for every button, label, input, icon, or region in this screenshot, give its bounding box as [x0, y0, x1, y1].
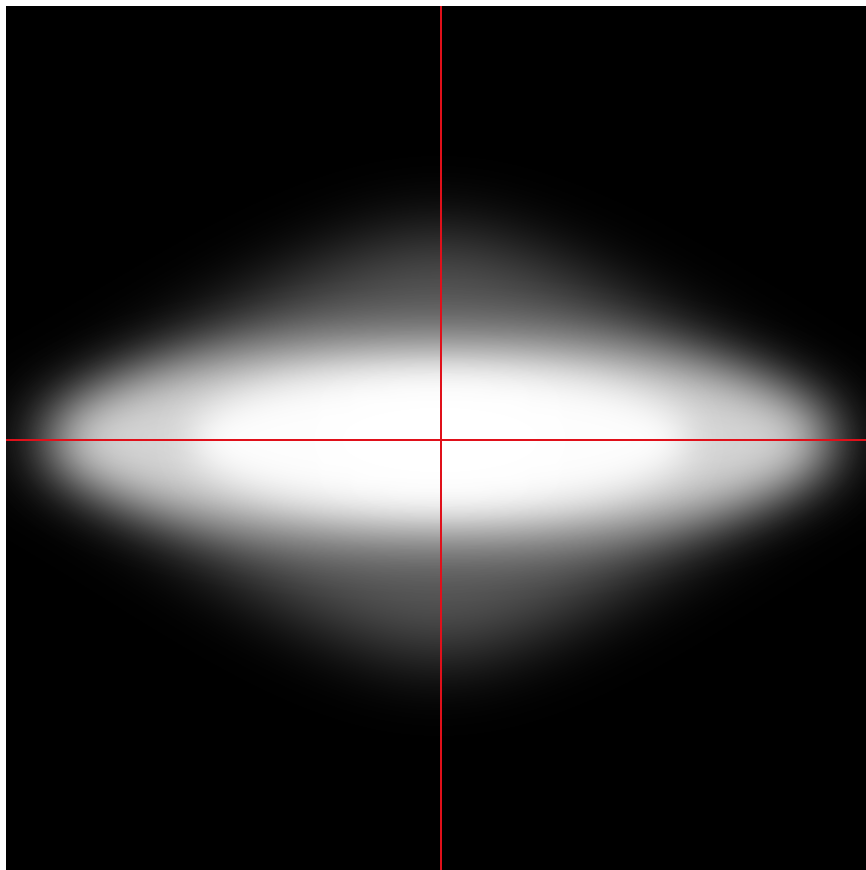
glow-blob-image: [6, 236, 866, 656]
crosshair-horizontal-line: [6, 439, 866, 441]
crosshair-vertical-line: [440, 6, 442, 870]
image-viewport[interactable]: [6, 6, 866, 870]
